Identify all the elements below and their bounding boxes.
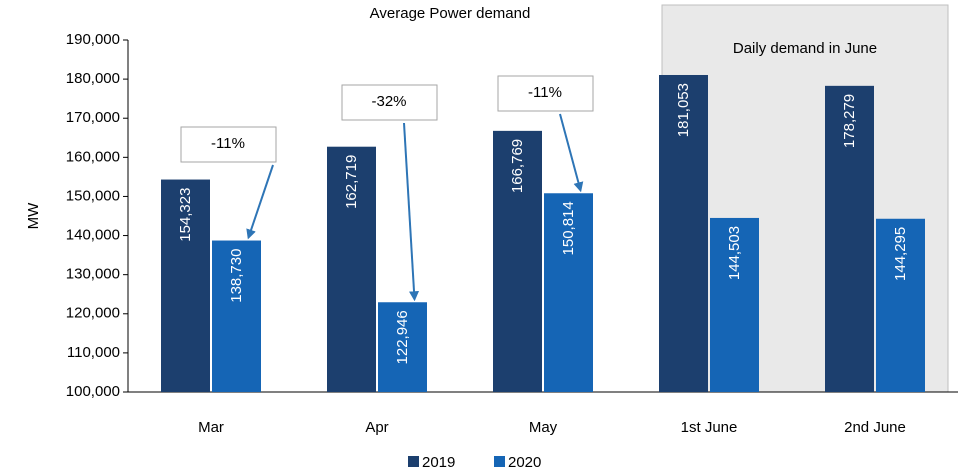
bar [161, 179, 210, 392]
bar [876, 218, 925, 392]
value-label: 166,769 [509, 139, 526, 193]
legend-label: 2019 [422, 454, 455, 471]
chart-title: Average Power demand [370, 5, 531, 22]
y-tick-label: 150,000 [66, 187, 120, 204]
y-tick-label: 110,000 [67, 344, 120, 361]
value-label: 138,730 [228, 249, 245, 303]
y-axis-label: MW [25, 202, 42, 229]
y-tick-label: 170,000 [66, 109, 120, 126]
annotation-box [341, 84, 438, 121]
value-label: 181,053 [675, 83, 692, 137]
bar [659, 74, 708, 393]
bar [327, 146, 376, 392]
legend-label: 2020 [508, 454, 541, 471]
highlight-label: Daily demand in June [733, 40, 877, 57]
annotation-arrow [403, 122, 420, 302]
annotation-box [497, 75, 594, 112]
value-label: 162,719 [343, 155, 360, 209]
bar [378, 302, 427, 392]
x-tick-label: 2nd June [844, 419, 906, 436]
bar [493, 130, 542, 393]
annotation: -11% [528, 84, 562, 101]
legend-swatch [408, 456, 419, 467]
y-tick-label: 140,000 [66, 227, 120, 244]
value-label: 144,503 [726, 226, 743, 280]
bar [212, 240, 261, 392]
y-tick-label: 130,000 [66, 266, 120, 283]
bar [544, 193, 593, 392]
bar [710, 217, 759, 392]
value-label: 178,279 [841, 94, 858, 148]
x-tick-label: 1st June [681, 419, 738, 436]
legend-swatch [494, 456, 505, 467]
y-tick-label: 180,000 [66, 70, 120, 87]
annotation: -11% [211, 135, 245, 152]
value-label: 150,814 [560, 201, 577, 255]
y-tick-label: 190,000 [66, 31, 120, 48]
x-tick-label: Mar [198, 419, 224, 436]
value-label: 122,946 [394, 310, 411, 364]
bar [825, 85, 874, 392]
value-label: 154,323 [177, 188, 194, 242]
y-tick-label: 160,000 [66, 148, 120, 165]
value-label: 144,295 [892, 227, 909, 281]
annotation-arrow [246, 164, 274, 240]
y-tick-label: 100,000 [66, 383, 120, 400]
y-tick-label: 120,000 [66, 305, 120, 322]
annotation-arrow [559, 113, 584, 193]
x-tick-label: Apr [365, 419, 388, 436]
annotation-box [180, 126, 277, 163]
annotation: -32% [371, 93, 406, 110]
x-tick-label: May [529, 419, 558, 436]
